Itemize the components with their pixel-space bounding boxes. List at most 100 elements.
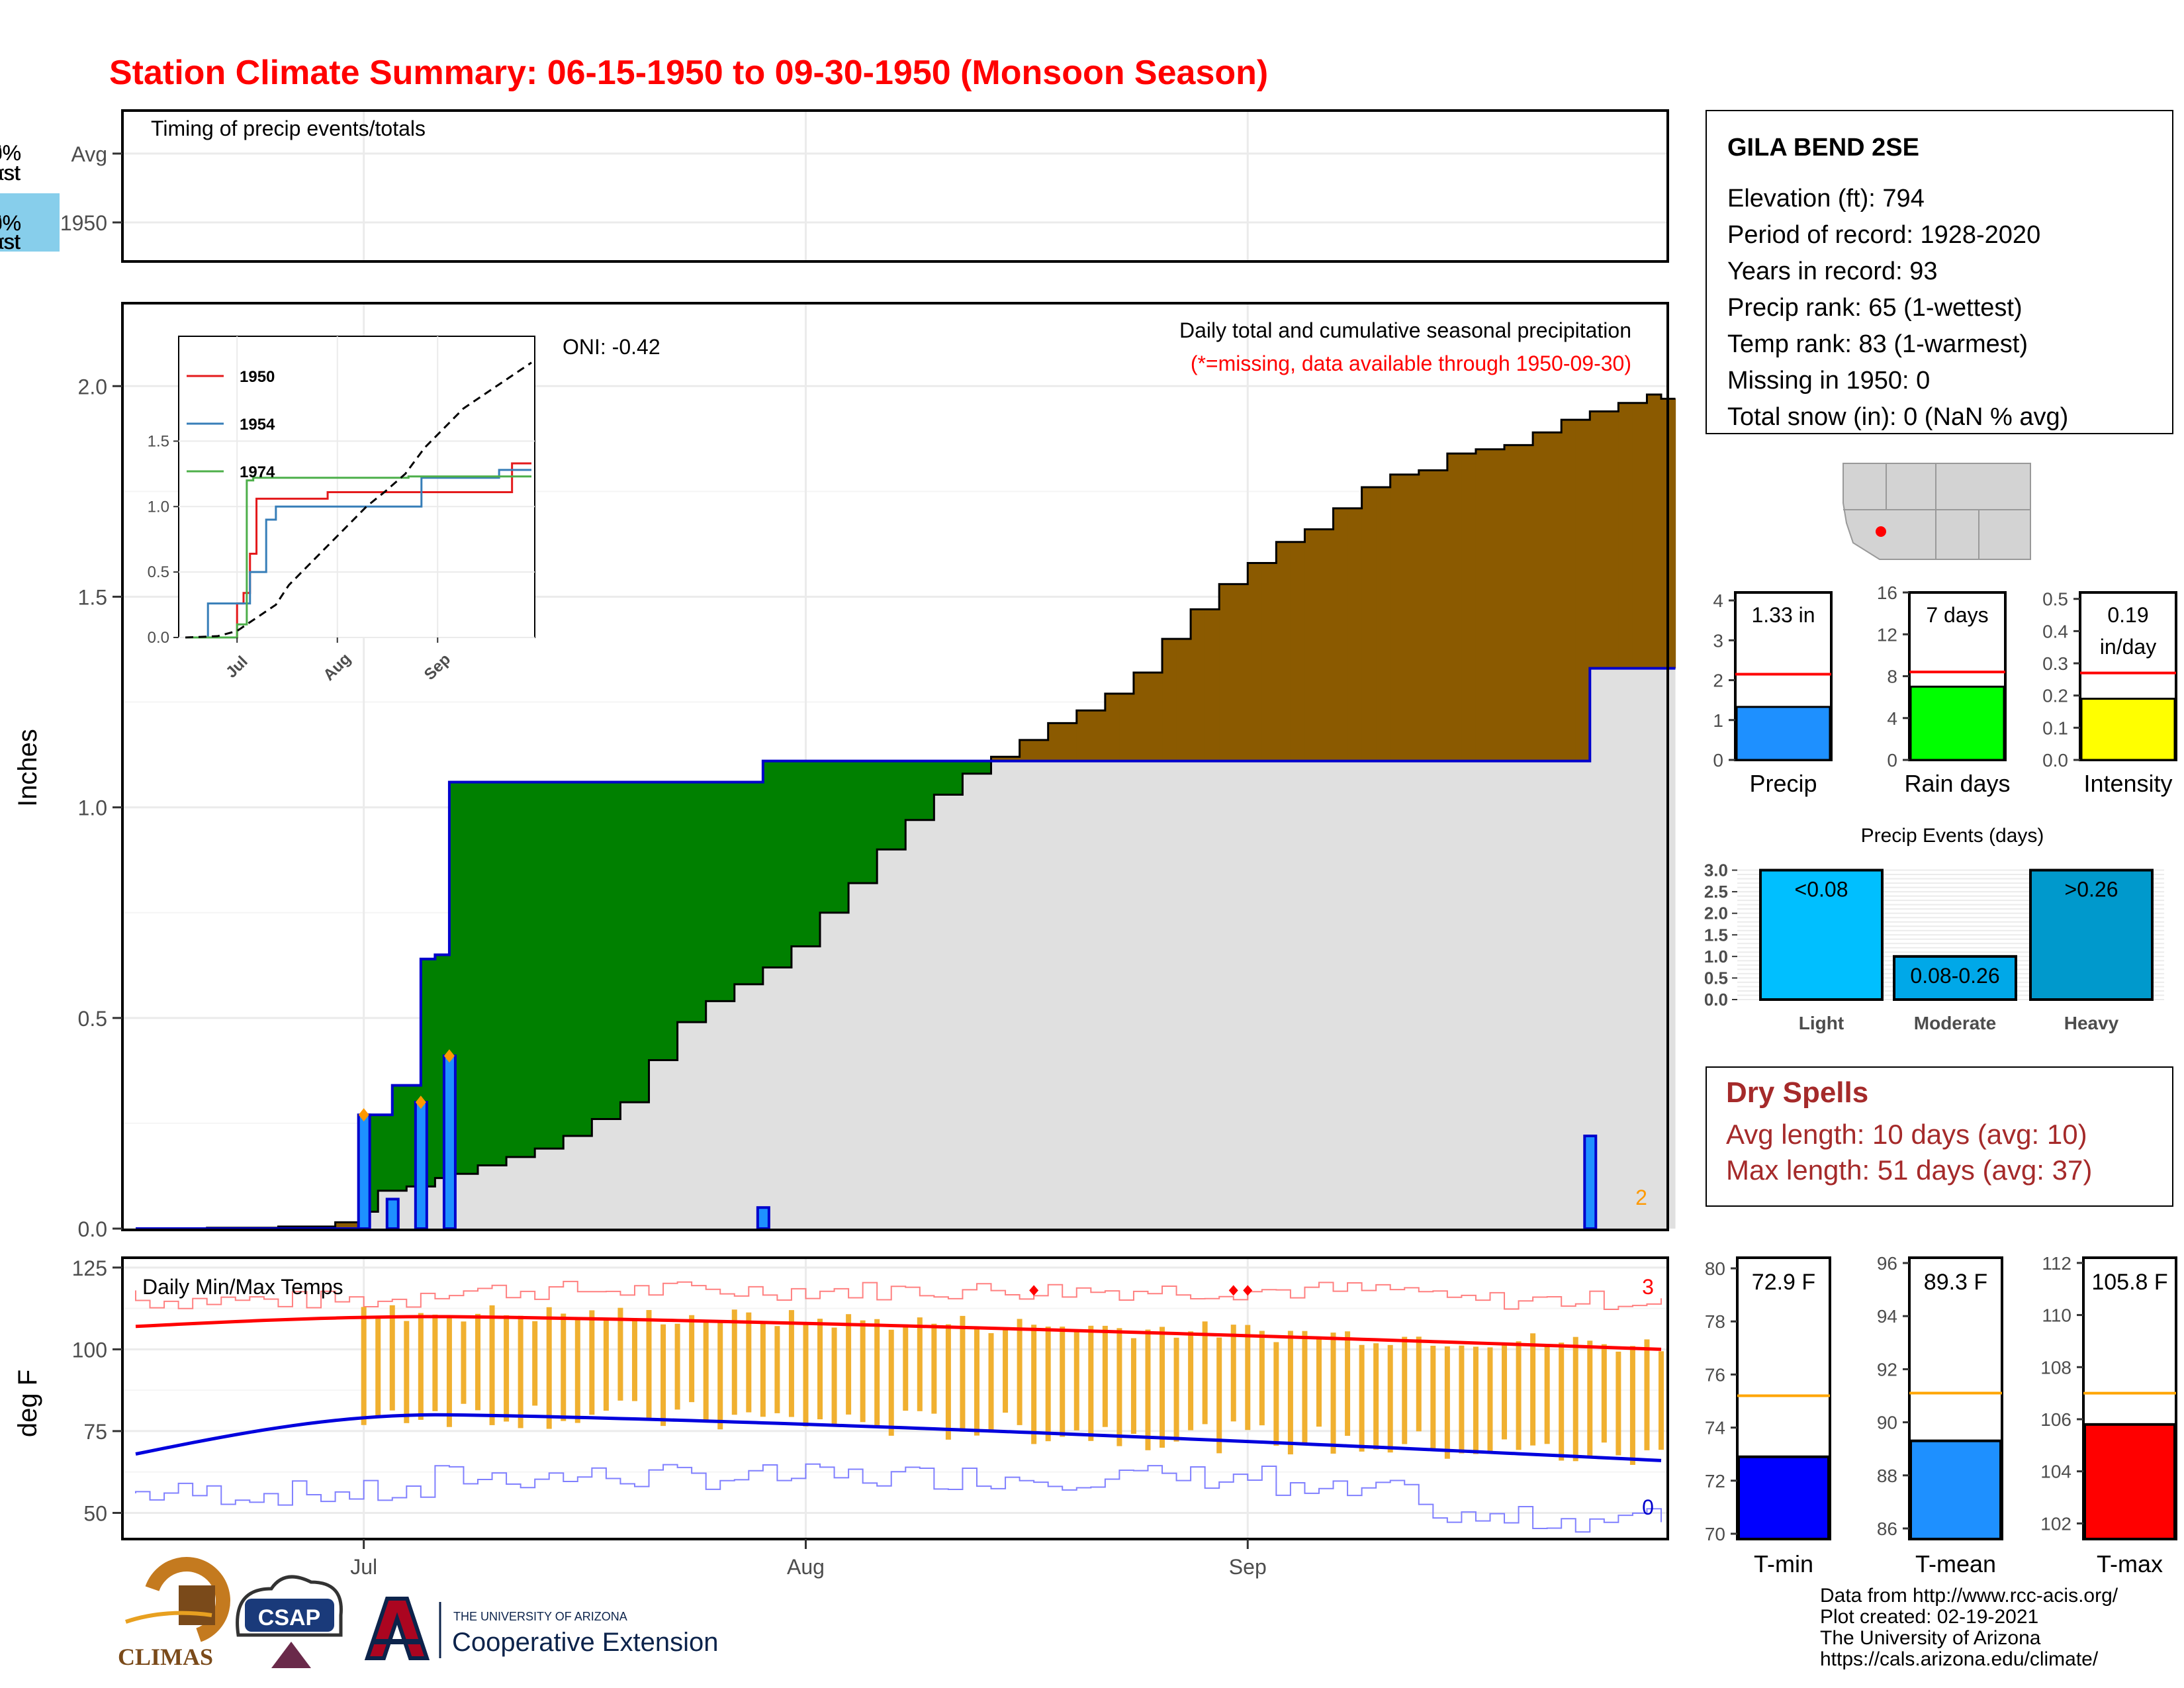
temp-bar-tick-label: 74 xyxy=(1705,1418,1725,1438)
timing-content: Avg25%50%75%FirstLast195025%50%75%FirstL… xyxy=(0,141,122,254)
station-info-line: Precip rank: 65 (1-wettest) xyxy=(1727,294,2023,322)
daily-temp-bar xyxy=(1487,1347,1493,1452)
below-normal-area xyxy=(1248,563,1263,761)
below-normal-area xyxy=(1219,584,1234,761)
daily-temp-bar xyxy=(1502,1343,1508,1440)
temp-y-tick-label: 75 xyxy=(83,1420,107,1444)
daily-temp-bar xyxy=(1559,1342,1565,1461)
below-normal-area xyxy=(1091,710,1106,761)
daily-temp-bar xyxy=(903,1324,909,1411)
footer-credit-line: The University of Arizona xyxy=(1820,1627,2041,1649)
events-y-tick-label: 2.5 xyxy=(1704,882,1728,902)
temp-summary-bars: 70 72 74 76 78 80 72.9 F T-min 86 88 90 92 94 96 89.3 … xyxy=(1705,1253,2177,1577)
temp-bar-tick-label: 80 xyxy=(1705,1258,1725,1279)
station-info-line: Years in record: 93 xyxy=(1727,258,1938,285)
daily-temp-bar xyxy=(974,1329,979,1436)
above-normal-area xyxy=(777,761,792,968)
daily-temp-bar xyxy=(603,1320,609,1411)
normal-precip-area xyxy=(136,668,1676,1229)
above-normal-area xyxy=(378,1115,393,1191)
above-normal-area xyxy=(834,761,849,913)
temp-bar-value xyxy=(2083,1423,2176,1540)
daily-temp-bar xyxy=(831,1327,837,1426)
climas-logo-text: CLIMAS xyxy=(118,1644,213,1670)
daily-temp-bar xyxy=(1216,1337,1222,1454)
temp-y-tick-label: 100 xyxy=(72,1338,107,1362)
below-normal-area xyxy=(1404,474,1420,761)
mini-bar-tick-label: 2 xyxy=(1713,671,1723,691)
timing-q50-label: 50% xyxy=(0,211,21,235)
daily-temp-bar xyxy=(1202,1321,1208,1425)
temp-bar-tick-label: 86 xyxy=(1877,1519,1897,1539)
csap-logo-text: CSAP xyxy=(258,1605,320,1630)
above-normal-area xyxy=(862,761,878,884)
daily-temp-bar xyxy=(846,1314,852,1415)
temp-bar-tick-label: 78 xyxy=(1705,1311,1725,1332)
above-normal-area xyxy=(549,782,564,1149)
dry-spells-frame xyxy=(1706,1066,2173,1207)
precip-y-axis: 0.0 0.5 1.0 1.5 2.0 xyxy=(78,375,122,1241)
record-high-count: 3 xyxy=(1642,1275,1654,1299)
below-normal-area xyxy=(1105,693,1120,761)
daily-temp-bar xyxy=(518,1315,523,1429)
mini-bar-tick-label: 4 xyxy=(1887,708,1897,729)
daily-temp-bar xyxy=(1003,1327,1009,1413)
temp-bar-value xyxy=(1909,1439,2002,1540)
daily-temp-bar xyxy=(1587,1340,1593,1456)
ua-logo-big-text: Cooperative Extension xyxy=(452,1628,718,1657)
inset-y-tick-label: 0.5 xyxy=(148,563,169,581)
mini-bar-tick-label: 8 xyxy=(1887,667,1897,687)
heavy-event-marker xyxy=(358,1108,369,1122)
csap-logo-mountain xyxy=(271,1642,311,1668)
daily-temp-bar xyxy=(1572,1336,1578,1462)
temp-bar-category-label: T-min xyxy=(1754,1550,1813,1577)
below-normal-area xyxy=(349,1222,365,1229)
daily-temp-bar xyxy=(1188,1331,1194,1430)
precip-y-tick-label: 0.5 xyxy=(78,1007,107,1031)
above-normal-area xyxy=(734,782,749,984)
daily-temp-bar xyxy=(960,1315,966,1432)
record-high-marker xyxy=(1228,1285,1238,1296)
dry-spells-max: Max length: 51 days (avg: 37) xyxy=(1726,1154,2092,1186)
daily-temp-bar xyxy=(418,1313,424,1420)
below-normal-area xyxy=(1561,420,1576,761)
above-normal-area xyxy=(577,782,592,1136)
mini-bar-tick-label: 1 xyxy=(1713,710,1723,731)
daily-temp-bar xyxy=(917,1317,923,1411)
temp-bar-tick-label: 102 xyxy=(2040,1513,2071,1534)
daily-temp-bar xyxy=(1316,1338,1322,1427)
missing-count: 2 xyxy=(1635,1186,1647,1209)
mini-bar-tick-label: 0.4 xyxy=(2042,621,2068,641)
record-low-line xyxy=(135,1463,1662,1533)
below-normal-area xyxy=(1390,474,1405,761)
daily-temp-bar xyxy=(731,1309,737,1415)
precip-areas xyxy=(136,393,1676,1230)
mini-bar-chart-precip: 0 1 2 3 4 1.33 in Precip xyxy=(1713,590,1833,797)
daily-temp-bar xyxy=(446,1316,452,1427)
daily-temp-bar xyxy=(1345,1331,1351,1436)
temp-bar-chart-t-max: 102 104 106 108 110 112 105.8 F T-max xyxy=(2040,1253,2177,1577)
below-normal-area xyxy=(1418,470,1433,761)
mini-bar-value-label: 7 days xyxy=(1926,603,1988,627)
mini-bar-value-unit: in/day xyxy=(2100,635,2156,659)
mini-bar-tick-label: 0 xyxy=(1713,750,1723,771)
daily-temp-bar xyxy=(1601,1344,1607,1443)
temp-panel-bg xyxy=(122,1258,1668,1539)
avg-tmax-line xyxy=(135,1315,1662,1351)
temp-bar-tick-label: 70 xyxy=(1705,1524,1725,1544)
daily-temp-bar xyxy=(1173,1337,1179,1442)
mini-bar-chart-rain-days: 0 4 8 12 16 7 days Rain days xyxy=(1877,583,2011,797)
record-high-marker xyxy=(1243,1285,1253,1296)
below-normal-area xyxy=(1618,402,1633,669)
below-normal-area xyxy=(1433,470,1448,761)
daily-temp-bar xyxy=(988,1333,994,1433)
daily-precip-bar xyxy=(414,1101,428,1231)
daily-temp-bar xyxy=(1116,1328,1122,1446)
dry-spells-box: Dry Spells Avg length: 10 days (avg: 10)… xyxy=(1706,1066,2173,1207)
daily-temp-bar xyxy=(888,1329,894,1436)
daily-temp-bar xyxy=(1330,1333,1336,1454)
daily-temp-bar xyxy=(945,1324,951,1440)
daily-temp-bar xyxy=(489,1305,495,1425)
